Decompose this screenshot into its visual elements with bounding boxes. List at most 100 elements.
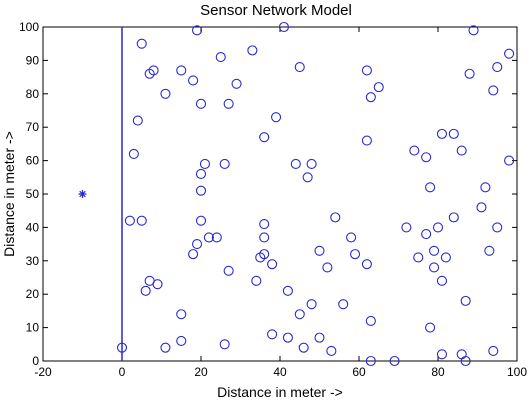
y-axis-label: Distance in meter -> bbox=[1, 131, 17, 257]
sensor-point bbox=[361, 135, 372, 146]
sensor-point bbox=[148, 65, 159, 76]
sensor-point bbox=[219, 158, 230, 169]
x-tick-label: -20 bbox=[34, 365, 52, 379]
sensor-point bbox=[488, 345, 499, 357]
chart-title: Sensor Network Model bbox=[200, 2, 352, 19]
y-tick-label: 10 bbox=[26, 321, 40, 335]
sensor-point bbox=[251, 275, 262, 286]
sensor-point bbox=[365, 315, 376, 326]
y-tick-label: 30 bbox=[26, 254, 40, 268]
sensor-point bbox=[306, 299, 317, 310]
sensor-point bbox=[160, 88, 171, 99]
sensor-point bbox=[219, 339, 230, 350]
x-tick-label: 0 bbox=[119, 365, 126, 379]
sensor-point bbox=[223, 98, 234, 109]
sensor-point bbox=[282, 285, 293, 296]
sensor-point bbox=[349, 249, 361, 260]
plot-area bbox=[42, 26, 518, 362]
sensor-markers bbox=[116, 21, 515, 367]
sensor-point bbox=[176, 335, 187, 347]
sensor-point bbox=[192, 239, 203, 250]
sensor-point bbox=[504, 155, 515, 166]
sensor-point bbox=[428, 245, 440, 256]
sensor-point bbox=[124, 215, 135, 226]
y-tick-label: 90 bbox=[26, 53, 40, 67]
sensor-point bbox=[255, 252, 266, 263]
sensor-point bbox=[116, 342, 128, 353]
sensor-point bbox=[361, 259, 372, 270]
sensor-point bbox=[195, 168, 207, 180]
sensor-point bbox=[231, 78, 242, 89]
sensor-point bbox=[338, 299, 349, 310]
sensor-point bbox=[421, 152, 432, 163]
x-tick-label: 100 bbox=[507, 365, 527, 379]
sensor-point bbox=[476, 202, 487, 213]
sink-star-marker bbox=[78, 190, 87, 198]
sensor-point bbox=[436, 275, 448, 286]
sensor-point bbox=[456, 145, 467, 156]
sensor-point bbox=[259, 232, 270, 243]
sensor-point bbox=[259, 219, 270, 230]
sensor-point bbox=[468, 25, 479, 36]
y-tick-label: 60 bbox=[26, 154, 40, 168]
sensor-point bbox=[294, 62, 305, 73]
sink-node bbox=[78, 190, 87, 198]
sensor-point bbox=[128, 148, 139, 159]
sensor-point bbox=[464, 68, 475, 79]
sensor-point bbox=[425, 182, 436, 193]
sensor-point bbox=[306, 158, 317, 169]
sensor-point bbox=[425, 322, 436, 333]
sensor-point bbox=[409, 145, 420, 156]
sensor-point bbox=[267, 259, 278, 270]
sensor-point bbox=[223, 265, 234, 276]
sensor-point bbox=[176, 65, 187, 76]
y-tick-label: 50 bbox=[26, 187, 40, 201]
y-tick-label: 100 bbox=[19, 20, 39, 34]
sensor-point bbox=[436, 128, 448, 139]
sensor-point bbox=[314, 245, 325, 256]
sensor-point bbox=[298, 342, 309, 353]
sensor-point bbox=[176, 309, 187, 320]
y-tick-label: 0 bbox=[32, 354, 39, 368]
sensor-point bbox=[480, 182, 491, 193]
sensor-point bbox=[270, 112, 282, 123]
sensor-point bbox=[215, 52, 226, 63]
y-tick-label: 20 bbox=[26, 287, 40, 301]
sensor-point bbox=[282, 332, 293, 343]
sensor-point bbox=[152, 279, 163, 290]
sensor-point bbox=[460, 295, 471, 306]
sensor-point bbox=[290, 158, 301, 169]
sensor-point bbox=[195, 185, 207, 196]
sensor-point bbox=[373, 82, 384, 93]
sensor-point bbox=[488, 85, 499, 96]
sensor-point bbox=[160, 342, 171, 353]
sensor-point bbox=[492, 222, 503, 233]
sensor-point bbox=[267, 329, 278, 340]
sensor-point bbox=[188, 75, 199, 86]
sensor-point bbox=[448, 128, 459, 139]
sensor-point bbox=[211, 232, 222, 243]
sensor-point bbox=[492, 62, 503, 73]
sensor-point bbox=[136, 215, 147, 226]
sensor-point bbox=[432, 222, 444, 233]
y-tick-label: 40 bbox=[26, 220, 40, 234]
sensor-point bbox=[440, 252, 451, 263]
sensor-point bbox=[330, 212, 341, 223]
sensor-point bbox=[322, 262, 333, 273]
x-tick-label: 20 bbox=[194, 365, 208, 379]
x-axis-label: Distance in meter -> bbox=[217, 384, 343, 400]
sensor-point bbox=[365, 92, 376, 103]
sensor-point bbox=[140, 285, 151, 296]
sensor-point bbox=[504, 48, 515, 59]
sensor-point bbox=[188, 249, 199, 260]
sensor-point bbox=[389, 355, 400, 367]
y-tick-label: 80 bbox=[26, 87, 40, 101]
sensor-point bbox=[421, 229, 432, 240]
sensor-point bbox=[259, 132, 270, 143]
sensor-point bbox=[199, 158, 210, 169]
x-tick-label: 40 bbox=[273, 365, 287, 379]
sensor-point bbox=[294, 309, 305, 320]
sensor-point bbox=[448, 212, 459, 223]
sensor-point bbox=[436, 349, 448, 360]
